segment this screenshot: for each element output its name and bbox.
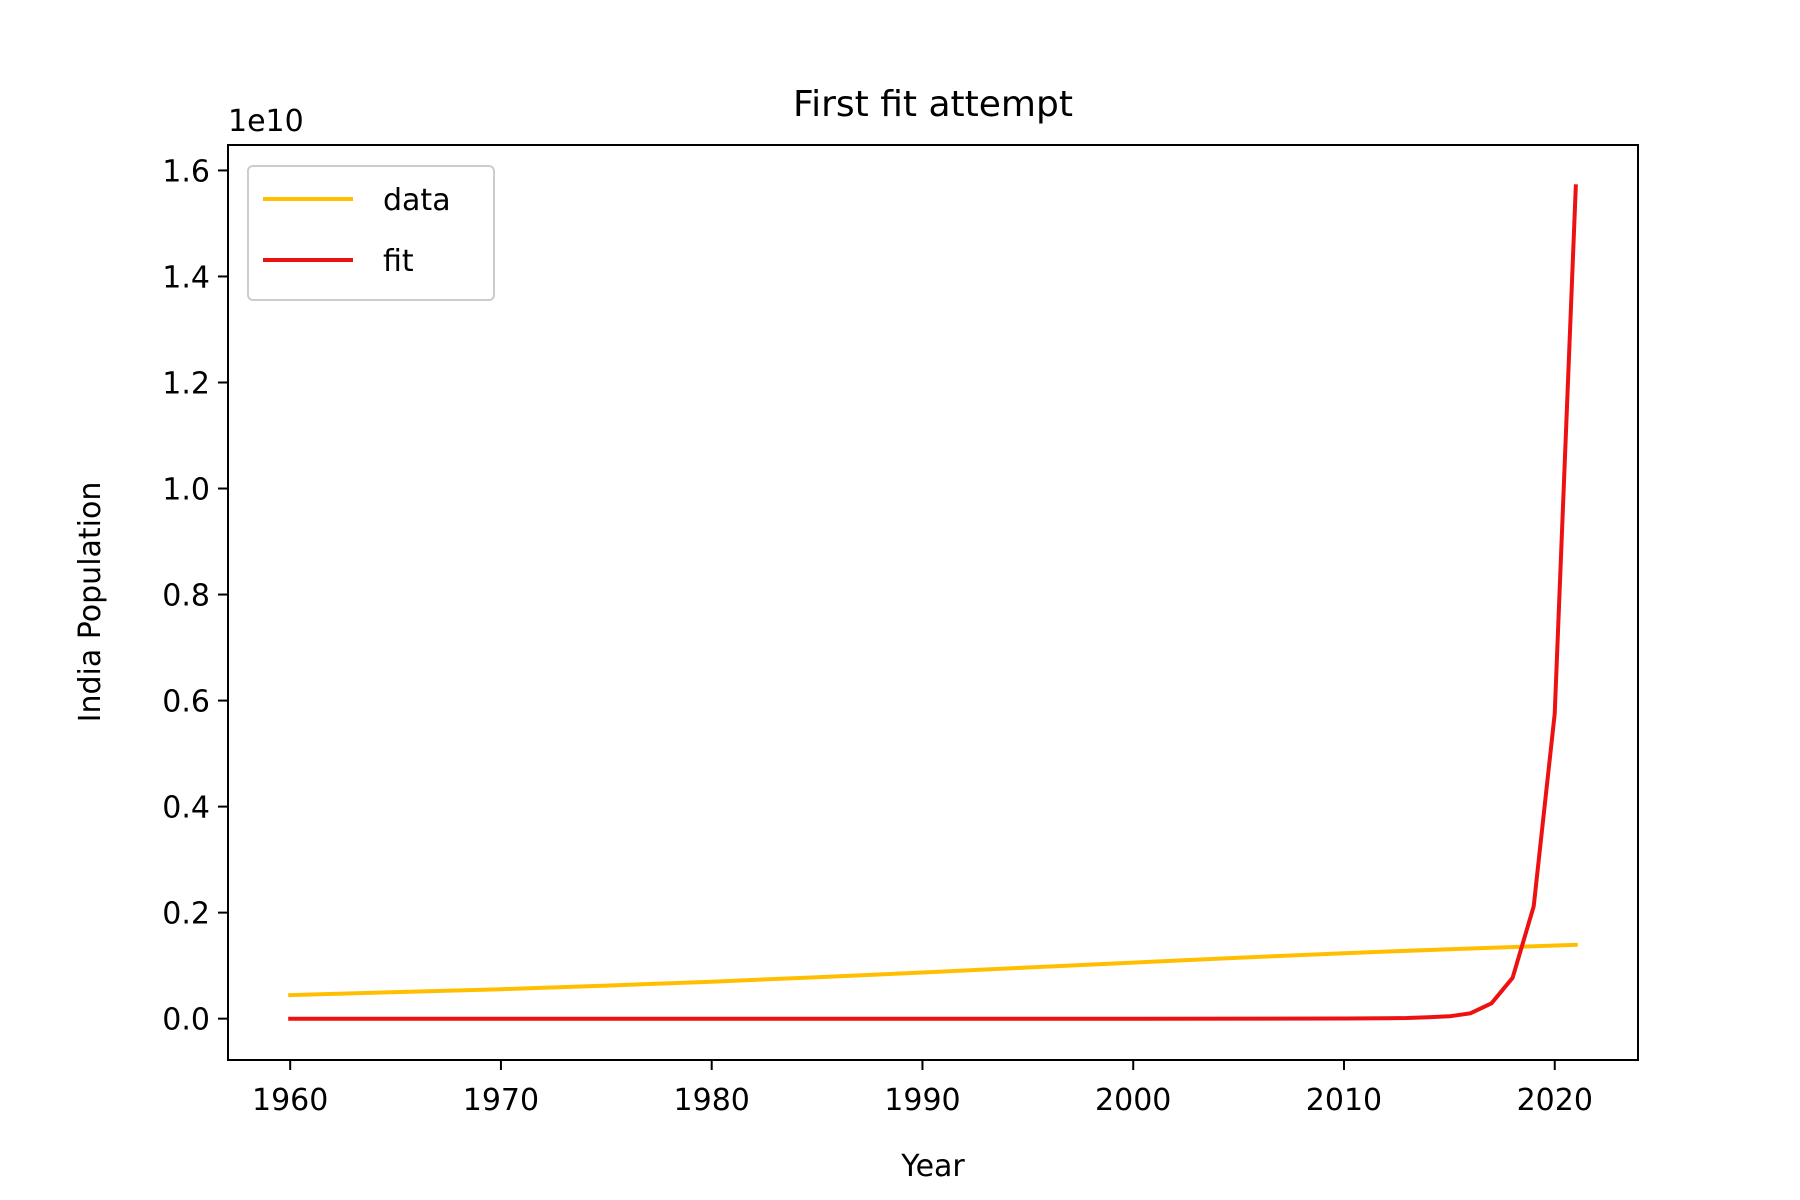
x-tick-label: 1960 <box>252 1083 328 1118</box>
y-tick-label: 1.2 <box>162 366 210 401</box>
x-tick-label: 2000 <box>1095 1083 1171 1118</box>
series-line-data <box>288 942 1578 998</box>
legend-label-fit: fit <box>383 244 414 279</box>
legend: data fit <box>247 165 495 301</box>
y-tick-label: 0.6 <box>162 685 210 720</box>
y-tick-label: 1.0 <box>162 473 210 508</box>
y-tick-label: 0.8 <box>162 579 210 614</box>
legend-box <box>247 165 495 301</box>
y-tick-label: 1.4 <box>162 260 210 295</box>
y-tick-label: 0.2 <box>162 897 210 932</box>
y-tick-label: 0.0 <box>162 1003 210 1038</box>
legend-label-data: data <box>383 183 451 218</box>
chart-title: First fit attempt <box>793 84 1073 125</box>
series-layer <box>288 184 1578 1021</box>
tick-layer: 1960 1970 1980 1990 2000 2010 2020 0.0 0.2 0.4 0.6… <box>162 154 1593 1118</box>
y-tick-label: 1.6 <box>162 154 210 189</box>
y-axis-label: India Population <box>73 482 108 723</box>
x-axis-label: Year <box>900 1149 965 1184</box>
series-line-fit <box>288 184 1578 1021</box>
y-offset-label: 1e10 <box>228 104 304 139</box>
x-tick-label: 1970 <box>463 1083 539 1118</box>
x-tick-label: 1990 <box>884 1083 960 1118</box>
x-tick-label: 2020 <box>1517 1083 1593 1118</box>
x-tick-label: 1980 <box>674 1083 750 1118</box>
y-tick-label: 0.4 <box>162 791 210 826</box>
plot-area-frame <box>227 144 1639 1061</box>
x-tick-label: 2010 <box>1306 1083 1382 1118</box>
